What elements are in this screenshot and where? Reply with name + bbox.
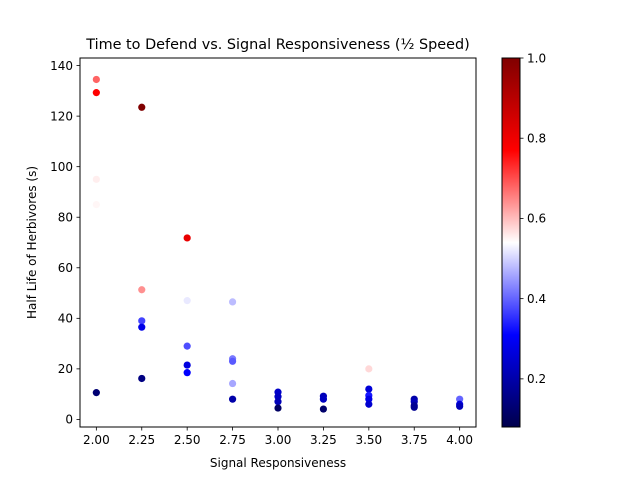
x-tick-label: 3.00 xyxy=(265,433,292,447)
data-point-8 xyxy=(138,323,146,331)
data-point-13 xyxy=(183,361,191,369)
data-point-12 xyxy=(183,342,191,350)
x-tick-label: 3.25 xyxy=(310,433,337,447)
data-point-18 xyxy=(228,379,237,388)
y-axis-label: Half Life of Herbivores (s) xyxy=(25,166,39,319)
colorbar-tick-label: 0.6 xyxy=(527,212,546,226)
x-tick-label: 4.00 xyxy=(446,433,473,447)
x-tick-label: 2.50 xyxy=(174,433,201,447)
colorbar-tick-label: 1.0 xyxy=(527,51,546,65)
data-point-6 xyxy=(138,286,146,294)
data-point-22 xyxy=(274,398,282,406)
x-tick-label: 2.25 xyxy=(128,433,155,447)
data-point-19 xyxy=(228,395,237,403)
data-point-26 xyxy=(319,405,328,413)
y-tick-label: 40 xyxy=(58,312,73,326)
data-point-4 xyxy=(92,389,100,397)
data-point-27 xyxy=(365,365,373,373)
x-tick-label: 2.75 xyxy=(219,433,246,447)
x-tick-label: 2.00 xyxy=(83,433,110,447)
colorbar-tick-label: 0.4 xyxy=(527,292,546,306)
x-axis-label: Signal Responsiveness xyxy=(210,456,346,470)
data-point-35 xyxy=(410,403,418,411)
y-tick-label: 60 xyxy=(58,261,73,275)
colorbar xyxy=(501,57,521,428)
data-point-1 xyxy=(92,89,100,97)
colorbar-ticks: 0.2 0.4 0.6 0.8 1.0 xyxy=(520,51,546,386)
x-axis-ticks: 2.00 2.25 2.50 2.75 3.00 3.25 3.50 3.75 4.00 xyxy=(83,427,473,447)
y-tick-label: 100 xyxy=(50,160,73,174)
x-tick-label: 3.50 xyxy=(355,433,382,447)
y-tick-label: 140 xyxy=(50,59,73,73)
data-point-23 xyxy=(274,404,282,412)
data-point-9 xyxy=(138,374,146,383)
data-point-30 xyxy=(365,395,373,403)
y-axis-ticks: 0 20 40 60 80 100 120 140 xyxy=(50,59,80,427)
data-point-15 xyxy=(228,298,237,306)
data-point-3 xyxy=(92,200,100,209)
data-point-36 xyxy=(456,395,464,403)
data-point-14 xyxy=(183,369,191,377)
data-point-38 xyxy=(456,402,464,410)
data-point-2 xyxy=(92,175,100,183)
y-tick-label: 120 xyxy=(50,109,73,123)
y-tick-label: 80 xyxy=(58,211,73,225)
chart-title: Time to Defend vs. Signal Responsiveness… xyxy=(85,37,469,53)
data-point-17 xyxy=(228,357,237,365)
data-point-11 xyxy=(183,297,191,305)
data-point-31 xyxy=(365,400,373,408)
data-point-28 xyxy=(365,385,373,393)
data-point-21 xyxy=(274,393,282,401)
data-point-5 xyxy=(138,103,146,111)
x-tick-label: 3.75 xyxy=(401,433,428,447)
data-point-7 xyxy=(138,317,146,325)
data-point-25 xyxy=(319,395,328,403)
data-point-10 xyxy=(183,234,191,242)
y-tick-label: 0 xyxy=(65,413,73,427)
points-layer xyxy=(92,75,464,413)
colorbar-tick-label: 0.8 xyxy=(527,132,546,146)
data-point-0 xyxy=(92,75,100,84)
y-tick-label: 20 xyxy=(58,362,73,376)
plot-frame xyxy=(79,57,477,428)
colorbar-tick-label: 0.2 xyxy=(527,372,546,386)
